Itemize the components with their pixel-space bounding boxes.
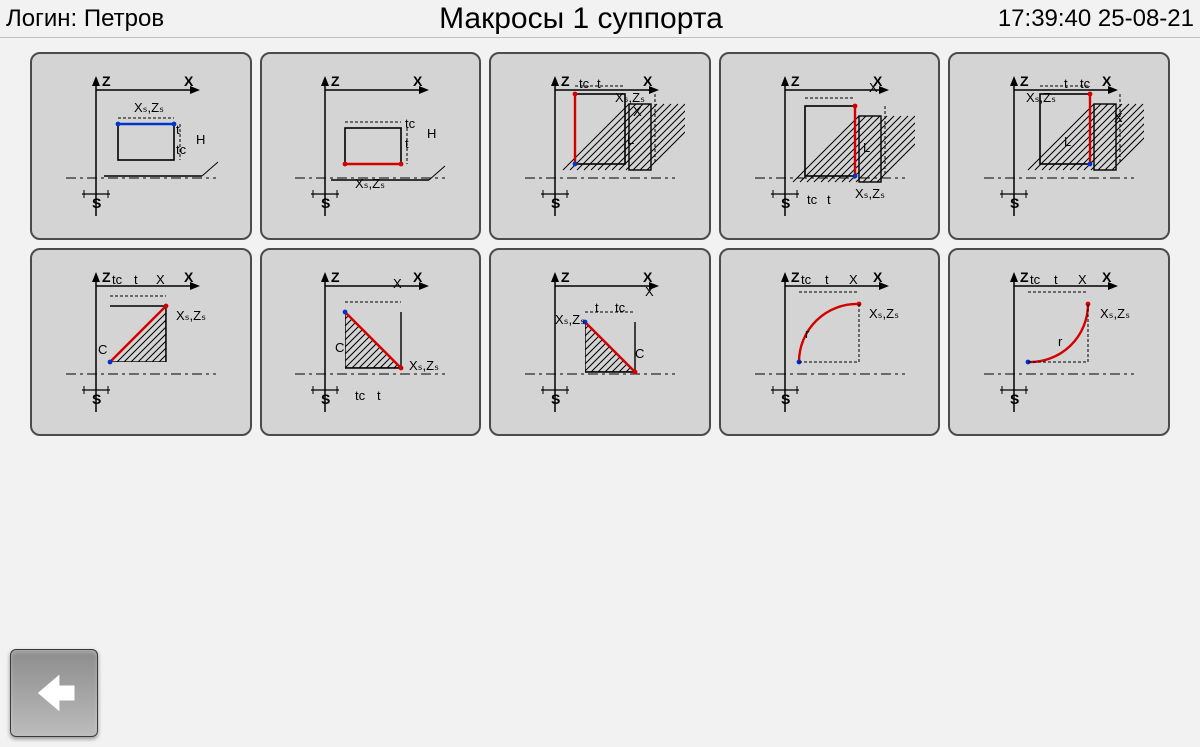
svg-text:X: X: [849, 272, 858, 287]
svg-text:C: C: [635, 346, 644, 361]
svg-text:H: H: [196, 132, 205, 147]
macro-chamfer-external-2[interactable]: Z X S X C Xₛ,Zₛ tct: [260, 248, 482, 436]
svg-text:Z: Z: [791, 269, 800, 285]
login-user: Петров: [84, 5, 164, 32]
svg-text:t: t: [405, 136, 409, 151]
svg-text:t: t: [377, 388, 381, 403]
svg-text:C: C: [98, 342, 107, 357]
svg-text:X: X: [869, 80, 878, 95]
svg-text:tc: tc: [405, 116, 416, 131]
svg-text:X: X: [1102, 269, 1112, 285]
svg-text:tc: tc: [1080, 76, 1091, 91]
svg-text:S: S: [92, 391, 101, 407]
svg-text:t: t: [827, 192, 831, 207]
svg-text:S: S: [321, 195, 330, 211]
login-label: Логин: Петров: [6, 5, 164, 33]
svg-text:X: X: [873, 269, 883, 285]
svg-text:S: S: [551, 391, 560, 407]
svg-text:S: S: [1010, 391, 1019, 407]
svg-text:Z: Z: [102, 269, 111, 285]
macro-external-groove-1[interactable]: Z X S Xₛ,Zₛ t tc H: [30, 52, 252, 240]
macro-face-groove-2[interactable]: Z X S XLXₛ,Zₛtct: [719, 52, 941, 240]
svg-text:C: C: [335, 340, 344, 355]
svg-text:Xₛ,Zₛ: Xₛ,Zₛ: [1026, 90, 1056, 105]
svg-text:X: X: [156, 272, 165, 287]
svg-text:X: X: [1114, 110, 1123, 125]
svg-text:S: S: [781, 195, 790, 211]
macro-face-groove-1[interactable]: Z X S tctXₛ,ZₛXL: [489, 52, 711, 240]
svg-text:X: X: [643, 269, 653, 285]
svg-text:S: S: [1010, 195, 1019, 211]
svg-text:Z: Z: [331, 269, 340, 285]
header-bar: Логин: Петров Макросы 1 суппорта 17:39:4…: [0, 0, 1200, 38]
svg-text:Xₛ,Zₛ: Xₛ,Zₛ: [134, 100, 164, 115]
svg-text:H: H: [427, 126, 436, 141]
svg-text:Xₛ,Zₛ: Xₛ,Zₛ: [615, 90, 645, 105]
svg-text:Xₛ,Zₛ: Xₛ,Zₛ: [409, 358, 439, 373]
svg-text:Z: Z: [1020, 73, 1029, 89]
back-button[interactable]: [10, 649, 98, 737]
svg-text:tc: tc: [355, 388, 366, 403]
svg-text:t: t: [597, 76, 601, 91]
svg-text:t: t: [825, 272, 829, 287]
svg-text:X: X: [413, 73, 423, 89]
macro-chamfer-external-1[interactable]: Z X S tct X Xₛ,Zₛ C: [30, 248, 252, 436]
svg-text:X: X: [1102, 73, 1112, 89]
svg-text:X: X: [393, 276, 402, 291]
svg-text:S: S: [551, 195, 560, 211]
svg-text:Xₛ,Zₛ: Xₛ,Zₛ: [855, 186, 885, 201]
svg-text:tc: tc: [801, 272, 812, 287]
macro-face-groove-3[interactable]: Z X S ttc Xₛ,Zₛ X L: [948, 52, 1170, 240]
svg-text:X: X: [184, 73, 194, 89]
svg-text:Xₛ,Zₛ: Xₛ,Zₛ: [355, 176, 385, 191]
svg-text:tc: tc: [112, 272, 123, 287]
svg-text:t: t: [595, 300, 599, 315]
macro-grid: Z X S Xₛ,ZₛttcH Z X S: [0, 38, 1200, 450]
svg-text:X: X: [1078, 272, 1087, 287]
svg-text:t: t: [1054, 272, 1058, 287]
svg-text:S: S: [781, 391, 790, 407]
svg-text:tc: tc: [615, 300, 626, 315]
back-arrow-icon: [27, 666, 81, 720]
login-prefix: Логин:: [6, 5, 77, 32]
svg-text:Z: Z: [561, 269, 570, 285]
svg-text:X: X: [413, 269, 423, 285]
svg-text:Z: Z: [561, 73, 570, 89]
macro-radius-external[interactable]: Z X S tct X Xₛ,Zₛ r: [719, 248, 941, 436]
svg-text:tc: tc: [807, 192, 818, 207]
svg-text:Xₛ,Zₛ: Xₛ,Zₛ: [555, 312, 585, 327]
svg-text:X: X: [633, 104, 642, 119]
svg-text:r: r: [1058, 334, 1063, 349]
svg-text:X: X: [643, 73, 653, 89]
svg-text:L: L: [863, 140, 870, 155]
svg-text:t: t: [176, 122, 180, 137]
svg-text:S: S: [92, 195, 101, 211]
svg-text:L: L: [1064, 134, 1071, 149]
svg-text:r: r: [805, 326, 810, 341]
svg-text:Z: Z: [791, 73, 800, 89]
svg-text:tc: tc: [579, 76, 590, 91]
svg-text:Xₛ,Zₛ: Xₛ,Zₛ: [1100, 306, 1130, 321]
svg-text:L: L: [627, 132, 634, 147]
macro-radius-internal[interactable]: Z X S tct X Xₛ,Zₛ r: [948, 248, 1170, 436]
svg-text:tc: tc: [176, 142, 187, 157]
svg-text:X: X: [645, 284, 654, 299]
datetime: 17:39:40 25-08-21: [998, 5, 1194, 33]
svg-text:t: t: [1064, 76, 1068, 91]
svg-text:Z: Z: [331, 73, 340, 89]
macro-chamfer-internal[interactable]: Z X S Xt tc Xₛ,Zₛ C: [489, 248, 711, 436]
svg-text:Xₛ,Zₛ: Xₛ,Zₛ: [869, 306, 899, 321]
svg-text:Z: Z: [1020, 269, 1029, 285]
svg-text:tc: tc: [1030, 272, 1041, 287]
svg-text:S: S: [321, 391, 330, 407]
svg-text:X: X: [184, 269, 194, 285]
page-title: Макросы 1 суппорта: [439, 2, 723, 36]
svg-text:Xₛ,Zₛ: Xₛ,Zₛ: [176, 308, 206, 323]
macro-external-groove-2[interactable]: Z X S tc t H Xₛ,Zₛ: [260, 52, 482, 240]
svg-text:Z: Z: [102, 73, 111, 89]
svg-text:t: t: [134, 272, 138, 287]
